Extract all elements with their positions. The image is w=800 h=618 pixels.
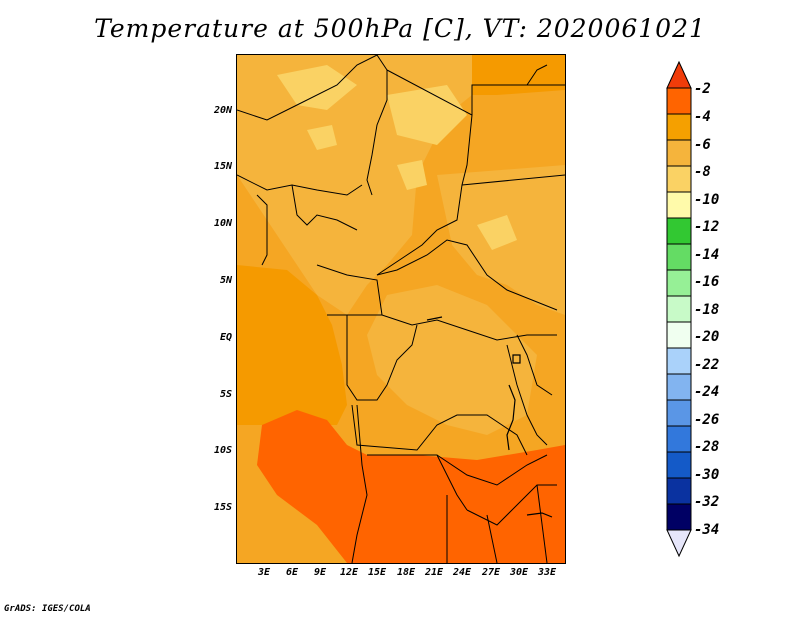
map-field xyxy=(237,55,565,563)
colorbar-swatch xyxy=(666,191,692,219)
lakes xyxy=(426,316,553,518)
colorbar-swatch xyxy=(666,295,692,323)
colorbar-label: -10 xyxy=(694,192,720,208)
lon-label: 27E xyxy=(481,567,501,578)
colorbar-swatch xyxy=(666,165,692,193)
colorbar-swatch xyxy=(666,477,692,505)
lon-label: 24E xyxy=(452,567,472,578)
colorbar-swatch xyxy=(666,269,692,297)
colorbar-label: -20 xyxy=(694,329,720,345)
lon-label: 3E xyxy=(257,567,271,578)
lat-label: EQ xyxy=(219,332,232,343)
lon-label: 15E xyxy=(367,567,387,578)
colorbar-swatch xyxy=(666,503,692,531)
colorbar-label: -24 xyxy=(694,384,720,400)
colorbar-swatch xyxy=(666,399,692,427)
lat-label: 15S xyxy=(213,502,232,513)
colorbar-bottom-triangle xyxy=(666,529,692,558)
colorbar-label: -18 xyxy=(694,302,720,318)
colorbar-swatch xyxy=(666,139,692,167)
colorbar-swatch xyxy=(666,451,692,479)
colorbar-swatch xyxy=(666,217,692,245)
colorbar-label: -8 xyxy=(694,164,711,180)
lon-label: 9E xyxy=(313,567,327,578)
temperature-map xyxy=(236,54,566,564)
field-minus2-south xyxy=(257,410,565,563)
colorbar-label: -2 xyxy=(694,81,711,97)
lon-label: 18E xyxy=(396,567,416,578)
colorbar-swatch xyxy=(666,347,692,375)
chart-title: Temperature at 500hPa [C], VT: 202006102… xyxy=(94,14,706,43)
colorbar-label: -6 xyxy=(694,137,711,153)
field-minus10-e xyxy=(477,215,517,250)
colorbar-swatch xyxy=(666,373,692,401)
colorbar-label: -30 xyxy=(694,467,720,483)
colorbar-top-triangle xyxy=(666,60,692,89)
colorbar-label: -34 xyxy=(694,522,720,538)
lat-label: 15N xyxy=(213,161,232,172)
credit-text: GrADS: IGES/COLA xyxy=(4,604,91,614)
colorbar-label: -4 xyxy=(694,109,711,125)
field-minus8-central xyxy=(367,285,537,435)
colorbar-swatch xyxy=(666,425,692,453)
lat-label: 10N xyxy=(213,218,232,229)
colorbar-label: -16 xyxy=(694,274,720,290)
colorbar-swatch xyxy=(666,321,692,349)
colorbar xyxy=(666,60,692,558)
lon-label: 6E xyxy=(285,567,299,578)
lon-label: 33E xyxy=(537,567,557,578)
colorbar-label: -28 xyxy=(694,439,720,455)
colorbar-label: -32 xyxy=(694,494,720,510)
lat-label: 20N xyxy=(213,105,232,116)
lat-label: 10S xyxy=(213,445,232,456)
field-minus10-c xyxy=(307,125,337,150)
lat-label: 5S xyxy=(219,389,232,400)
lon-label: 21E xyxy=(424,567,444,578)
field-minus10-d xyxy=(397,160,427,190)
colorbar-swatch xyxy=(666,87,692,115)
lon-label: 30E xyxy=(509,567,529,578)
country-borders xyxy=(237,55,565,563)
colorbar-label: -14 xyxy=(694,247,720,263)
lat-label: 5N xyxy=(219,275,232,286)
colorbar-swatch xyxy=(666,243,692,271)
colorbar-label: -22 xyxy=(694,357,720,373)
colorbar-label: -26 xyxy=(694,412,720,428)
colorbar-label: -12 xyxy=(694,219,720,235)
lon-label: 12E xyxy=(339,567,359,578)
colorbar-swatch xyxy=(666,113,692,141)
field-minus10-b xyxy=(387,85,467,145)
field-minus4-west xyxy=(237,265,347,425)
field-minus4-ne xyxy=(472,55,565,95)
field-minus10-a xyxy=(277,65,357,110)
